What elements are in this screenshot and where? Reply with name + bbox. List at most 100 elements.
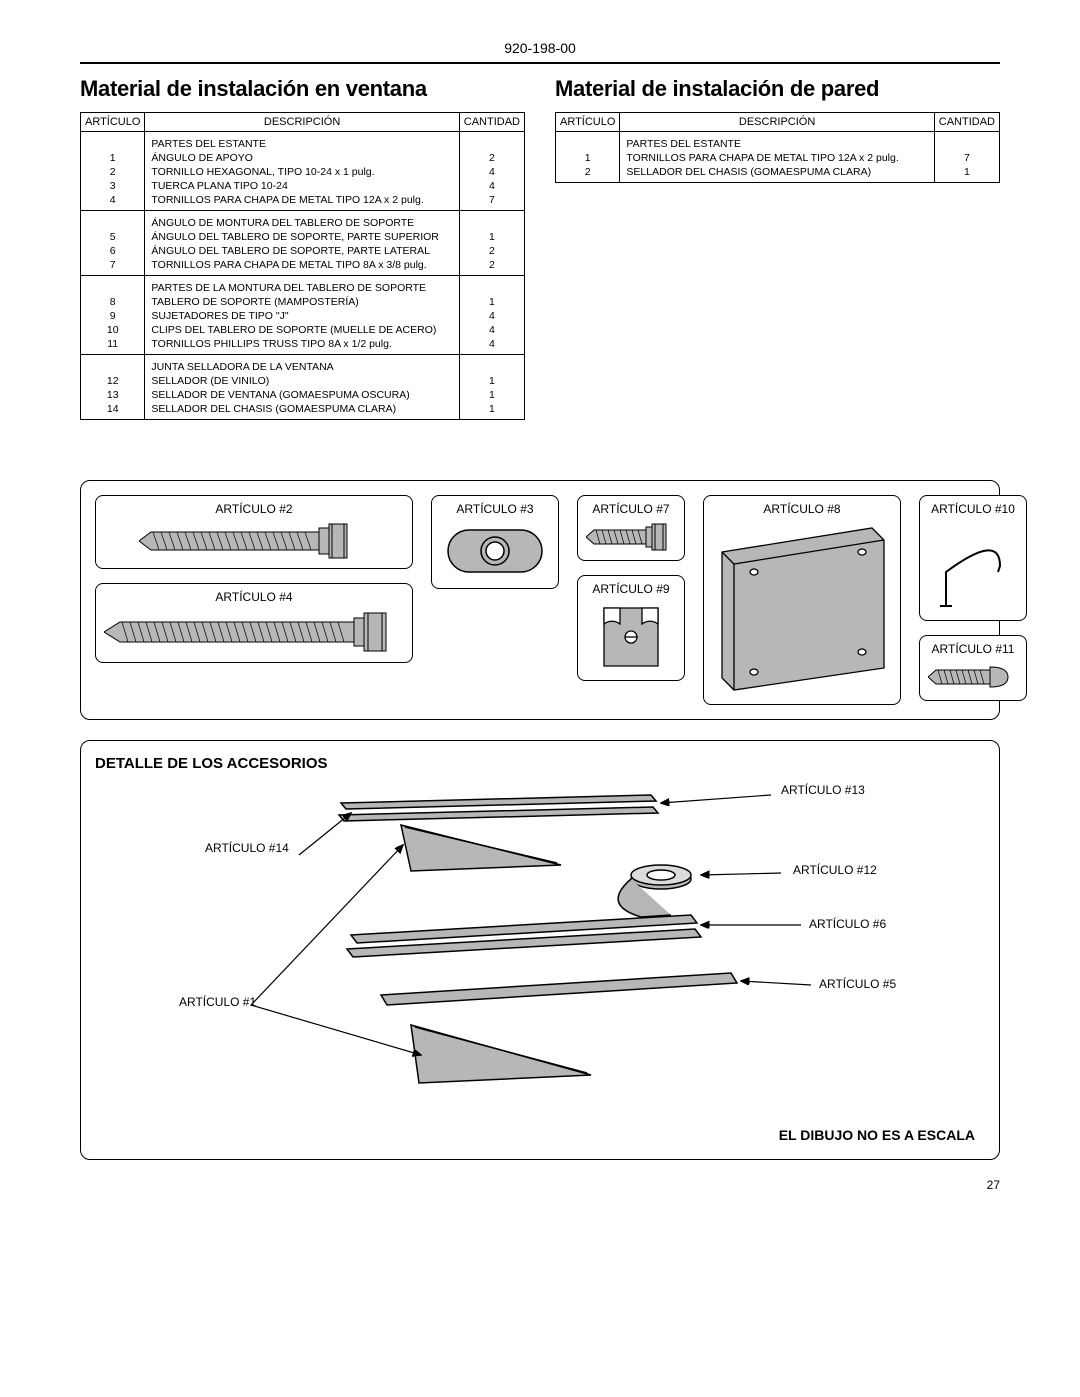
table-cell: 4 — [459, 323, 524, 337]
table-cell — [459, 132, 524, 152]
card-col-1: ARTÍCULO #2 ARTÍCULO #4 — [95, 495, 413, 663]
page-number: 27 — [80, 1178, 1000, 1192]
table-cell: 6 — [81, 244, 145, 258]
table-cell: 2 — [459, 244, 524, 258]
table-cell: TORNILLOS PARA CHAPA DE METAL TIPO 12A x… — [620, 151, 934, 165]
callout-a5: ARTÍCULO #5 — [819, 977, 896, 991]
card-col-5: ARTÍCULO #10 ARTÍCULO #11 — [919, 495, 1027, 701]
wall-table: ARTÍCULO DESCRIPCIÓN CANTIDAD PARTES DEL… — [555, 112, 1000, 183]
table-cell: 2 — [459, 258, 524, 276]
document-number: 920-198-00 — [80, 40, 1000, 56]
card-col-3: ARTÍCULO #7 ARTÍCULO #9 — [577, 495, 685, 681]
detail-title: DETALLE DE LOS ACCESORIOS — [95, 755, 985, 772]
wall-title: Material de instalación de pared — [555, 76, 1000, 102]
card-col-4: ARTÍCULO #8 — [703, 495, 901, 705]
table-cell: CLIPS DEL TABLERO DE SOPORTE (MUELLE DE … — [145, 323, 459, 337]
card-label: ARTÍCULO #8 — [712, 502, 892, 516]
th-qty: CANTIDAD — [459, 113, 524, 132]
callout-a1: ARTÍCULO #1 — [179, 995, 256, 1009]
table-cell — [459, 276, 524, 296]
wall-column: Material de instalación de pared ARTÍCUL… — [555, 76, 1000, 420]
card-label: ARTÍCULO #7 — [586, 502, 676, 516]
th-item: ARTÍCULO — [556, 113, 620, 132]
table-cell: 7 — [459, 193, 524, 211]
table-cell: 1 — [459, 374, 524, 388]
table-cell: SELLADOR (DE VINILO) — [145, 374, 459, 388]
table-cell: 4 — [459, 165, 524, 179]
table-cell — [459, 211, 524, 231]
table-cell: TORNILLOS PHILLIPS TRUSS TIPO 8A x 1/2 p… — [145, 337, 459, 355]
top-rule — [80, 62, 1000, 64]
table-cell — [81, 211, 145, 231]
group-heading: PARTES DE LA MONTURA DEL TABLERO DE SOPO… — [145, 276, 459, 296]
table-cell: 13 — [81, 388, 145, 402]
table-cell — [81, 355, 145, 375]
th-desc: DESCRIPCIÓN — [145, 113, 459, 132]
table-cell: SELLADOR DE VENTANA (GOMAESPUMA OSCURA) — [145, 388, 459, 402]
card-a10: ARTÍCULO #10 — [919, 495, 1027, 621]
card-a7: ARTÍCULO #7 — [577, 495, 685, 561]
detail-panel: DETALLE DE LOS ACCESORIOS — [80, 740, 1000, 1160]
window-title: Material de instalación en ventana — [80, 76, 525, 102]
card-a2: ARTÍCULO #2 — [95, 495, 413, 569]
group-heading: ÁNGULO DE MONTURA DEL TABLERO DE SOPORTE — [145, 211, 459, 231]
table-cell — [81, 132, 145, 152]
table-cell: TABLERO DE SOPORTE (MAMPOSTERÍA) — [145, 295, 459, 309]
table-cell: SUJETADORES DE TIPO "J" — [145, 309, 459, 323]
card-label: ARTÍCULO #4 — [104, 590, 404, 604]
card-label: ARTÍCULO #2 — [104, 502, 404, 516]
support-board-icon — [712, 522, 892, 692]
table-cell: 10 — [81, 323, 145, 337]
callout-a6: ARTÍCULO #6 — [809, 917, 886, 931]
card-label: ARTÍCULO #9 — [586, 582, 676, 596]
th-qty: CANTIDAD — [934, 113, 999, 132]
callout-a13: ARTÍCULO #13 — [781, 783, 865, 797]
card-label: ARTÍCULO #10 — [928, 502, 1018, 516]
short-screw-icon — [586, 522, 676, 552]
table-cell: 12 — [81, 374, 145, 388]
card-label: ARTÍCULO #3 — [440, 502, 550, 516]
table-cell: TORNILLOS PARA CHAPA DE METAL TIPO 8A x … — [145, 258, 459, 276]
hex-bolt-icon — [139, 522, 369, 560]
table-cell: 8 — [81, 295, 145, 309]
table-cell: 4 — [459, 337, 524, 355]
table-cell: SELLADOR DEL CHASIS (GOMAESPUMA CLARA) — [620, 165, 934, 183]
group-heading: PARTES DEL ESTANTE — [145, 132, 459, 152]
flat-nut-icon — [440, 522, 550, 580]
table-cell: TORNILLOS PARA CHAPA DE METAL TIPO 12A x… — [145, 193, 459, 211]
card-a8: ARTÍCULO #8 — [703, 495, 901, 705]
card-a11: ARTÍCULO #11 — [919, 635, 1027, 701]
callout-a14: ARTÍCULO #14 — [205, 841, 289, 855]
card-a9: ARTÍCULO #9 — [577, 575, 685, 681]
card-label: ARTÍCULO #11 — [928, 642, 1018, 656]
table-cell: 7 — [81, 258, 145, 276]
spring-clip-icon — [928, 522, 1018, 612]
card-col-2: ARTÍCULO #3 — [431, 495, 559, 589]
group-heading: PARTES DEL ESTANTE — [620, 132, 934, 152]
table-cell: 14 — [81, 402, 145, 420]
j-fastener-icon — [596, 602, 666, 672]
detail-note: EL DIBUJO NO ES A ESCALA — [779, 1127, 975, 1143]
page: 920-198-00 Material de instalación en ve… — [0, 0, 1080, 1252]
table-cell: 4 — [459, 179, 524, 193]
card-a4: ARTÍCULO #4 — [95, 583, 413, 663]
table-cell: ÁNGULO DEL TABLERO DE SOPORTE, PARTE LAT… — [145, 244, 459, 258]
table-cell: ÁNGULO DEL TABLERO DE SOPORTE, PARTE SUP… — [145, 230, 459, 244]
card-a3: ARTÍCULO #3 — [431, 495, 559, 589]
th-desc: DESCRIPCIÓN — [620, 113, 934, 132]
table-cell: 5 — [81, 230, 145, 244]
table-cell: 4 — [459, 309, 524, 323]
accessory-diagram — [91, 775, 981, 1135]
table-cell — [459, 355, 524, 375]
table-cell: 3 — [81, 179, 145, 193]
tables-row: Material de instalación en ventana ARTÍC… — [80, 76, 1000, 420]
table-cell: 2 — [459, 151, 524, 165]
table-cell: TUERCA PLANA TIPO 10-24 — [145, 179, 459, 193]
table-cell: 2 — [556, 165, 620, 183]
table-cell — [81, 276, 145, 296]
hardware-cards: ARTÍCULO #2 ARTÍCULO #4 — [80, 480, 1000, 720]
table-cell: 1 — [934, 165, 999, 183]
table-cell: 7 — [934, 151, 999, 165]
long-screw-icon — [104, 610, 404, 654]
table-cell — [934, 132, 999, 152]
